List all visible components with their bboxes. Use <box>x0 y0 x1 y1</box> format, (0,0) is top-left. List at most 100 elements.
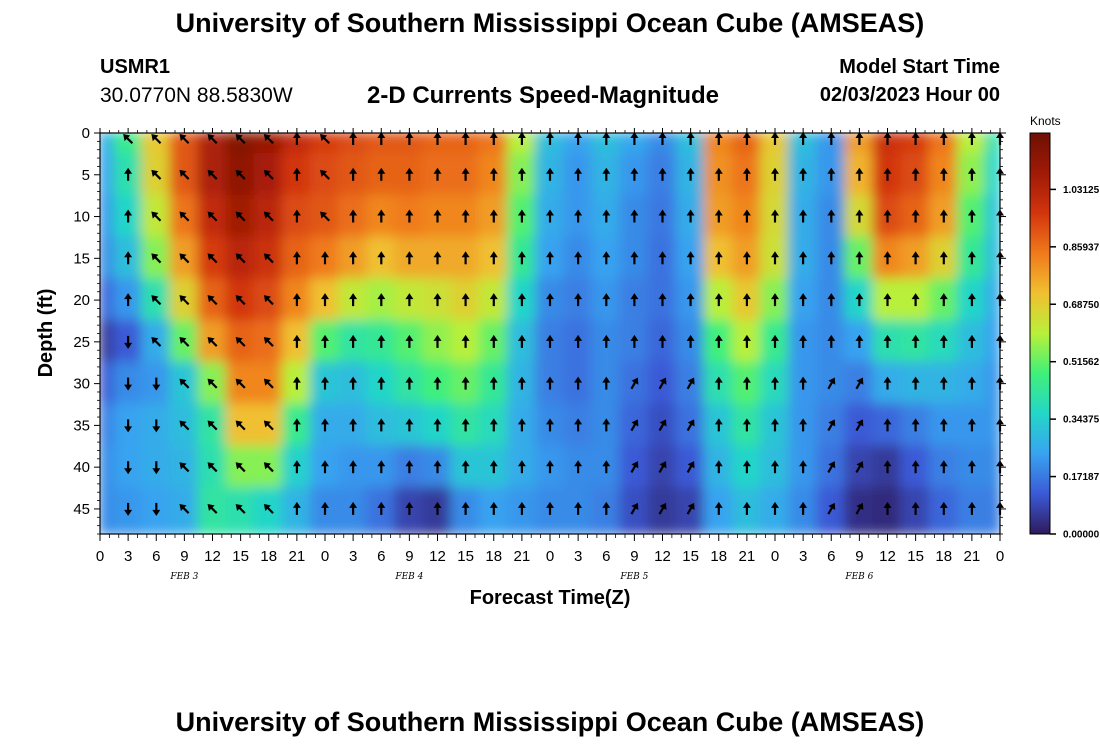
current-vector-arrow <box>124 167 133 181</box>
current-vector-arrow <box>292 501 301 515</box>
current-vector-arrow <box>179 420 190 431</box>
axes: 0 3 6 9 12 15 18 21 0 3 6 9 12 15 18 21 0 3 6 9 12 15 18 21 0 3 6 9… <box>73 125 1006 582</box>
current-vector-arrow <box>855 502 864 515</box>
current-vector-arrow <box>939 418 948 432</box>
current-vector-arrow <box>939 251 948 265</box>
current-vector-arrow <box>292 209 301 223</box>
heatmap-cell <box>984 133 1000 155</box>
current-vector-arrow <box>714 418 723 432</box>
current-vector-arrow <box>546 460 554 474</box>
current-vector-arrow <box>742 132 751 145</box>
current-vector-arrow <box>377 334 386 348</box>
current-vector-arrow <box>377 167 386 181</box>
current-vector-arrow <box>714 293 723 307</box>
x-tick-label: 3 <box>349 548 357 565</box>
current-vector-arrow <box>602 376 611 390</box>
current-vector-arrow <box>911 209 920 223</box>
day-label: FEB 4 <box>394 572 423 582</box>
y-tick-label: 45 <box>73 501 90 518</box>
current-vector-arrow <box>658 167 667 181</box>
current-vector-arrow <box>321 251 329 265</box>
current-vector-arrow <box>911 460 920 474</box>
current-vector-arrow <box>461 132 470 145</box>
current-vector-arrow <box>883 501 892 515</box>
current-vector-arrow <box>349 209 358 223</box>
current-vector-arrow <box>602 418 611 432</box>
y-tick-label: 25 <box>73 334 90 351</box>
current-vector-arrow <box>686 132 695 145</box>
current-vector-arrow <box>771 334 779 348</box>
current-vector-arrow <box>151 295 162 306</box>
heatmap-cell <box>100 236 116 281</box>
current-vector-arrow <box>939 334 948 348</box>
current-vector-arrow <box>686 251 695 265</box>
current-vector-arrow <box>321 501 329 515</box>
current-vector-arrow <box>742 501 751 515</box>
current-vector-arrow <box>658 209 667 223</box>
station-coordinates: 30.0770N 88.5830W <box>100 84 293 107</box>
current-vector-arrow <box>321 418 329 432</box>
heatmap-cell <box>197 487 228 534</box>
current-vector-arrow <box>207 253 218 264</box>
current-vector-arrow <box>714 251 723 265</box>
current-vector-arrow <box>827 461 836 473</box>
current-vector-arrow <box>574 167 583 181</box>
current-vector-arrow <box>742 293 751 307</box>
current-vector-arrow <box>489 132 498 145</box>
current-vector-arrow <box>911 501 920 515</box>
current-vector-arrow <box>939 167 948 181</box>
current-vector-arrow <box>461 376 470 390</box>
current-vector-arrow <box>658 132 667 145</box>
current-vector-arrow <box>263 503 274 514</box>
current-vector-arrow <box>349 334 358 348</box>
current-vector-arrow <box>433 167 442 181</box>
current-vector-arrow <box>686 419 695 432</box>
current-vector-arrow <box>433 501 442 515</box>
current-vector-arrow <box>179 378 190 389</box>
current-vector-arrow <box>883 167 892 181</box>
current-vector-arrow <box>263 134 274 145</box>
current-vector-arrow <box>967 501 976 515</box>
current-vector-arrow <box>517 132 526 145</box>
current-vector-arrow <box>207 295 218 306</box>
y-tick-label: 10 <box>73 209 90 226</box>
current-vector-arrow <box>151 169 162 180</box>
current-vector-arrow <box>911 376 920 390</box>
heatmap-cell <box>100 445 116 490</box>
current-vector-arrow <box>207 211 218 222</box>
x-tick-label: 6 <box>377 548 385 565</box>
heatmap-cell <box>100 152 116 197</box>
y-tick-label: 0 <box>82 125 90 142</box>
current-vector-arrow <box>630 251 639 265</box>
current-vector-arrow <box>630 419 639 432</box>
current-vector-arrow <box>883 418 892 432</box>
heatmap-cell <box>141 133 172 155</box>
current-vector-arrow <box>124 461 133 475</box>
colorbar-tick-label: 1.03125 <box>1063 185 1100 196</box>
current-vector-arrow <box>686 209 695 223</box>
model-start-time: 02/03/2023 Hour 00 <box>819 84 1000 106</box>
x-tick-label: 15 <box>457 548 474 565</box>
current-vector-arrow <box>151 336 162 347</box>
current-vector-arrow <box>179 253 190 264</box>
current-vector-arrow <box>546 334 554 348</box>
current-vector-arrow <box>349 167 358 181</box>
current-vector-arrow <box>939 501 948 515</box>
current-vector-arrow <box>771 501 779 515</box>
current-vector-arrow <box>349 418 358 432</box>
current-vector-arrow <box>742 167 751 181</box>
current-vector-arrow <box>742 334 751 348</box>
current-vector-arrow <box>911 293 920 307</box>
current-vector-arrow <box>235 169 246 180</box>
current-vector-arrow <box>967 251 976 265</box>
current-vector-arrow <box>461 334 470 348</box>
current-vector-arrow <box>321 293 329 307</box>
current-vector-arrow <box>967 132 976 145</box>
current-vector-arrow <box>405 334 414 348</box>
x-tick-label: 21 <box>739 548 756 565</box>
current-vector-arrow <box>320 211 331 222</box>
current-vector-arrow <box>630 377 639 390</box>
current-vector-arrow <box>321 334 329 348</box>
current-vector-arrow <box>855 377 864 390</box>
heatmap-cell <box>100 361 116 406</box>
